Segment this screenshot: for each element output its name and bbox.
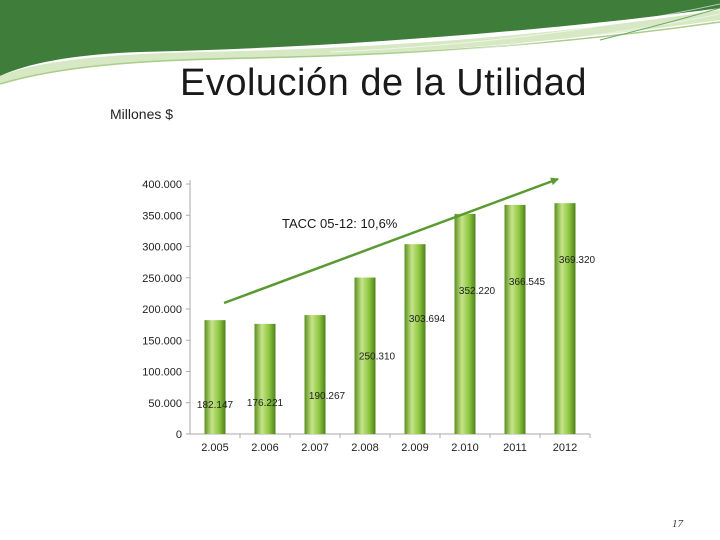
header-decoration — [0, 0, 720, 85]
x-tick-label: 2.009 — [401, 442, 429, 454]
bar — [204, 320, 226, 434]
y-tick-label: 50.000 — [148, 398, 182, 410]
bar-chart: 0 50.000 100.000 150.000 200.000 250.000 300.0… — [142, 177, 596, 454]
chart-labels: 2.005 2.006 2.007 2.008 2.009 2.010 2011 2012 18… — [197, 255, 596, 454]
y-tick-label: 250.000 — [142, 273, 182, 285]
y-tick-label: 100.000 — [142, 367, 182, 379]
bar — [354, 277, 376, 434]
bar — [554, 203, 576, 434]
units-label: Millones $ — [110, 106, 174, 122]
y-tick-label: 150.000 — [142, 335, 182, 347]
data-label: 182.147 — [197, 400, 234, 411]
y-tick-label: 300.000 — [142, 242, 182, 254]
x-tick-label: 2.005 — [201, 442, 229, 454]
x-tick-label: 2012 — [553, 442, 577, 454]
data-label: 303.694 — [409, 314, 446, 325]
y-tick-label: 200.000 — [142, 304, 182, 316]
bar — [254, 323, 276, 434]
x-tick-label: 2011 — [503, 442, 527, 454]
x-tick-label: 2.006 — [251, 442, 279, 454]
y-tick-label: 0 — [176, 429, 182, 441]
page-number: 17 — [672, 518, 683, 530]
chart-bars — [204, 203, 576, 434]
trend-arrow — [223, 177, 559, 305]
slide-title: Evolución de la Utilidad — [180, 62, 588, 104]
data-label: 250.310 — [359, 352, 396, 363]
data-label: 366.545 — [509, 277, 546, 288]
cagr-annotation: TACC 05-12: 10,6% — [282, 216, 398, 231]
bar — [454, 213, 476, 434]
y-tick-label: 350.000 — [142, 210, 182, 222]
data-label: 176.221 — [247, 398, 284, 409]
x-tick-label: 2.007 — [301, 442, 329, 454]
data-label: 190.267 — [309, 391, 346, 402]
x-tick-label: 2.010 — [451, 442, 479, 454]
x-tick-label: 2.008 — [351, 442, 379, 454]
data-label: 369.320 — [559, 255, 596, 266]
y-tick-label: 400.000 — [142, 179, 182, 191]
bar — [504, 204, 526, 434]
bar — [304, 315, 326, 434]
bar — [404, 244, 426, 434]
data-label: 352.220 — [459, 286, 496, 297]
